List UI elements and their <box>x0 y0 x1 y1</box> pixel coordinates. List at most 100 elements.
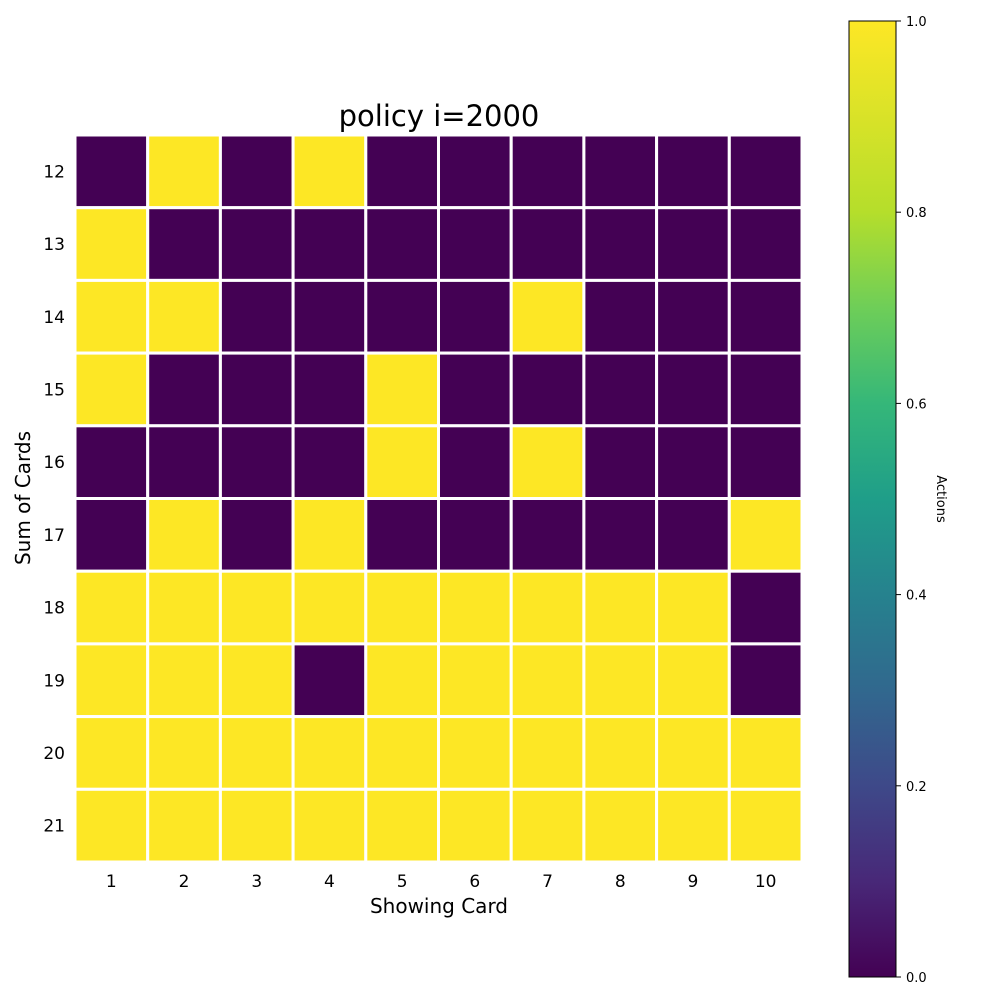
heatmap-cell <box>727 497 804 573</box>
y-tick-label: 15 <box>43 380 65 400</box>
x-tick-label: 4 <box>324 872 335 892</box>
x-tick-label: 2 <box>179 872 190 892</box>
heatmap-cell <box>146 715 222 791</box>
colorbar-ticks: 0.0 0.2 0.4 0.6 0.8 1.0 <box>896 15 927 986</box>
heatmap-cell <box>364 787 440 864</box>
heatmap-cell <box>655 715 731 791</box>
colorbar-tick-label: 0.6 <box>906 397 927 412</box>
heatmap-cell <box>509 497 586 573</box>
heatmap-cell <box>364 569 440 646</box>
heatmap-cell <box>437 351 513 428</box>
heatmap-cell <box>437 569 513 646</box>
heatmap-cell <box>146 206 222 282</box>
heatmap-cell <box>364 133 440 210</box>
heatmap-cell <box>437 787 513 864</box>
heatmap-cell <box>655 424 731 500</box>
x-axis-ticks: 1 2 3 4 5 6 7 8 9 10 <box>106 872 777 892</box>
heatmap-cell <box>727 642 804 719</box>
y-tick-label: 12 <box>43 162 65 182</box>
heatmap-cell <box>655 497 731 573</box>
heatmap-cell <box>291 278 368 355</box>
heatmap-cell <box>291 715 368 791</box>
heatmap-cell <box>509 569 586 646</box>
heatmap-cell <box>218 787 295 864</box>
heatmap-cell <box>291 787 368 864</box>
heatmap-cell <box>437 278 513 355</box>
heatmap-cell <box>509 133 586 210</box>
heatmap-cell <box>437 133 513 210</box>
heatmap-cell <box>364 351 440 428</box>
x-tick-label: 6 <box>469 872 480 892</box>
chart-title: policy i=2000 <box>339 99 540 133</box>
heatmap-cell <box>73 497 150 573</box>
x-tick-label: 3 <box>251 872 262 892</box>
heatmap-cell <box>437 497 513 573</box>
y-tick-label: 16 <box>43 453 65 473</box>
y-tick-label: 21 <box>43 817 65 837</box>
heatmap-cell <box>146 497 222 573</box>
x-tick-label: 9 <box>688 872 699 892</box>
heatmap-cell <box>582 206 659 282</box>
heatmap-cell <box>364 424 440 500</box>
heatmap-cell <box>509 787 586 864</box>
heatmap-cell <box>655 206 731 282</box>
heatmap-cell <box>218 424 295 500</box>
heatmap-cell <box>582 787 659 864</box>
heatmap-cell <box>582 642 659 719</box>
heatmap-cell <box>73 278 150 355</box>
heatmap-cell <box>364 206 440 282</box>
heatmap-cell <box>146 351 222 428</box>
colorbar-tick-label: 0.4 <box>906 589 927 604</box>
heatmap-cell <box>291 133 368 210</box>
heatmap-cell <box>727 424 804 500</box>
heatmap-cells <box>73 133 804 864</box>
heatmap-cell <box>73 569 150 646</box>
heatmap-cell <box>727 278 804 355</box>
heatmap-cell <box>291 424 368 500</box>
colorbar-label: Actions <box>933 475 948 523</box>
heatmap-cell <box>582 278 659 355</box>
heatmap-cell <box>73 206 150 282</box>
heatmap-cell <box>218 715 295 791</box>
heatmap-cell <box>727 569 804 646</box>
heatmap-cell <box>582 569 659 646</box>
heatmap-cell <box>727 133 804 210</box>
heatmap-cell <box>655 642 731 719</box>
colorbar-tick-label: 0.2 <box>906 780 927 795</box>
heatmap-cell <box>655 133 731 210</box>
heatmap-cell <box>582 424 659 500</box>
y-axis-label: Sum of Cards <box>11 431 35 565</box>
heatmap-cell <box>727 206 804 282</box>
heatmap-cell <box>218 642 295 719</box>
heatmap-cell <box>437 642 513 719</box>
heatmap-cell <box>146 133 222 210</box>
heatmap-cell <box>291 497 368 573</box>
heatmap-cell <box>509 424 586 500</box>
heatmap-cell <box>146 787 222 864</box>
heatmap-cell <box>291 569 368 646</box>
heatmap-cell <box>364 278 440 355</box>
heatmap-cell <box>218 133 295 210</box>
heatmap-cell <box>73 787 150 864</box>
heatmap-cell <box>655 569 731 646</box>
heatmap-cell <box>582 351 659 428</box>
heatmap-cell <box>73 715 150 791</box>
heatmap-cell <box>218 497 295 573</box>
heatmap-cell <box>582 133 659 210</box>
heatmap-cell <box>146 424 222 500</box>
colorbar <box>848 20 897 978</box>
heatmap-cell <box>73 424 150 500</box>
colorbar-tick-label: 0.0 <box>906 971 927 986</box>
y-tick-label: 18 <box>43 599 65 619</box>
heatmap-cell <box>73 351 150 428</box>
heatmap-cell <box>364 642 440 719</box>
heatmap-cell <box>509 206 586 282</box>
colorbar-tick-label: 0.8 <box>906 206 927 221</box>
heatmap-cell <box>218 569 295 646</box>
heatmap-cell <box>218 351 295 428</box>
heatmap-cell <box>655 787 731 864</box>
heatmap-cell <box>582 715 659 791</box>
x-tick-label: 5 <box>397 872 408 892</box>
y-tick-label: 17 <box>43 526 65 546</box>
